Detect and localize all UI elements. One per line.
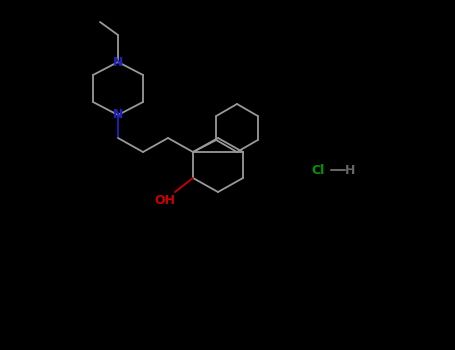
Text: N: N: [113, 108, 123, 121]
Text: H: H: [345, 163, 355, 176]
Text: Cl: Cl: [311, 163, 324, 176]
Text: N: N: [113, 56, 123, 69]
Text: OH: OH: [155, 194, 176, 206]
